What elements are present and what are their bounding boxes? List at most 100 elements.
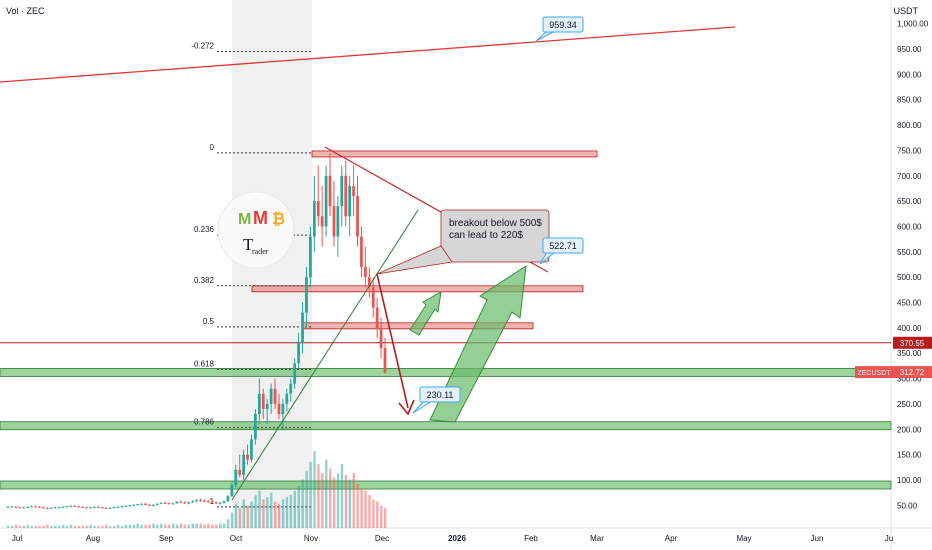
volume-bar — [81, 525, 84, 528]
volume-bar — [18, 525, 22, 528]
long-trend-line — [0, 26, 736, 83]
candle-body — [344, 175, 348, 217]
volume-bar — [211, 524, 214, 528]
candle-body — [61, 506, 65, 508]
candle-body — [77, 506, 81, 508]
candle-body — [210, 501, 214, 503]
price-tick-label: 850.00 — [897, 96, 922, 105]
volume-bar — [164, 524, 167, 528]
volume-bar — [317, 464, 320, 528]
price-tick-label: 700.00 — [897, 172, 922, 181]
resistance-zone — [311, 150, 598, 158]
volume-bar — [85, 525, 88, 528]
candle-body — [324, 175, 328, 227]
time-tick-label: Nov — [304, 534, 318, 543]
price-tick-label: 50.00 — [897, 501, 918, 510]
volume-bar — [270, 492, 273, 528]
candle-body — [41, 507, 45, 509]
candle-body — [10, 506, 14, 508]
volume-bar — [199, 523, 202, 528]
volume-bar — [222, 523, 226, 528]
volume-bar — [136, 523, 139, 528]
candle-body — [140, 503, 143, 505]
price-tick-label: 750.00 — [897, 146, 922, 155]
candle-body — [34, 506, 37, 508]
up-arrow-large — [429, 264, 527, 423]
fib-level-label: 0.786 — [194, 418, 215, 427]
last-price-tag — [893, 366, 932, 379]
trader-logo-circle — [217, 191, 295, 269]
volume-legend[interactable]: Vol · ZEC — [6, 6, 45, 16]
volume-bar — [301, 479, 304, 528]
candle-body — [53, 507, 57, 509]
candle-body — [104, 507, 108, 509]
time-tick-label: Jun — [811, 534, 824, 543]
price-tick-label: 1,000.00 — [897, 20, 929, 29]
volume-bar — [207, 523, 210, 528]
volume-bar — [356, 484, 359, 528]
volume-bar — [329, 468, 332, 528]
volume-bar — [46, 524, 49, 528]
candle-body — [371, 287, 375, 308]
candle-body — [148, 504, 151, 506]
price-tick-label: 100.00 — [897, 476, 922, 485]
callout-box — [542, 237, 584, 254]
time-tick-label: Feb — [524, 534, 538, 543]
candle-body — [191, 501, 194, 503]
volume-bar — [7, 525, 10, 528]
volume-bar — [38, 525, 41, 528]
volume-bar — [384, 508, 387, 528]
volume-bar — [128, 524, 132, 528]
volume-bar — [309, 462, 312, 528]
candle-body — [45, 507, 49, 509]
candle-body — [26, 506, 30, 508]
candle-body — [297, 343, 300, 364]
volume-bar — [191, 523, 194, 528]
candle-body — [379, 327, 383, 349]
volume-bar — [348, 479, 352, 528]
volume-bar — [195, 523, 198, 528]
annotation-line2: can lead to 220$ — [449, 230, 523, 241]
candle-body — [363, 267, 367, 278]
volume-bar — [65, 525, 69, 528]
candle-body — [226, 496, 230, 502]
logo-t: T — [243, 235, 254, 254]
volume-bar — [152, 523, 155, 528]
time-tick-label: Apr — [665, 534, 678, 543]
fib-level-label: 0.618 — [194, 359, 215, 368]
volume-bar — [179, 523, 183, 528]
candle-body — [93, 506, 96, 508]
candle-body — [112, 507, 116, 509]
candle-body — [171, 503, 175, 505]
support-zone — [0, 368, 892, 377]
fib-level-label: 0.236 — [194, 225, 215, 234]
candle-body — [163, 502, 167, 504]
candle-body — [175, 501, 179, 504]
candle-body — [277, 403, 281, 415]
candle-body — [285, 393, 289, 404]
logo-word: rader — [252, 247, 269, 256]
candle-body — [179, 501, 183, 503]
time-tick-label: 2026 — [448, 534, 466, 543]
candle-body — [301, 312, 304, 344]
price-tick-label: 800.00 — [897, 121, 922, 130]
volume-bar — [160, 523, 163, 528]
candle-body — [234, 469, 238, 486]
volume-bar — [26, 524, 29, 528]
candle-body — [367, 277, 371, 288]
candle-body — [30, 506, 33, 508]
volume-bar — [120, 525, 124, 528]
candle-body — [116, 506, 120, 508]
volume-bar — [313, 451, 316, 528]
volume-bar — [97, 525, 100, 528]
time-tick-label: Ju — [885, 534, 893, 543]
volume-bar — [61, 524, 65, 528]
volume-bar — [376, 501, 379, 528]
candle-body — [65, 506, 69, 508]
candle-body — [348, 185, 352, 217]
volume-bar — [168, 524, 171, 528]
volume-bar — [226, 519, 230, 528]
volume-bar — [380, 506, 383, 528]
price-tick-label: 600.00 — [897, 222, 922, 231]
